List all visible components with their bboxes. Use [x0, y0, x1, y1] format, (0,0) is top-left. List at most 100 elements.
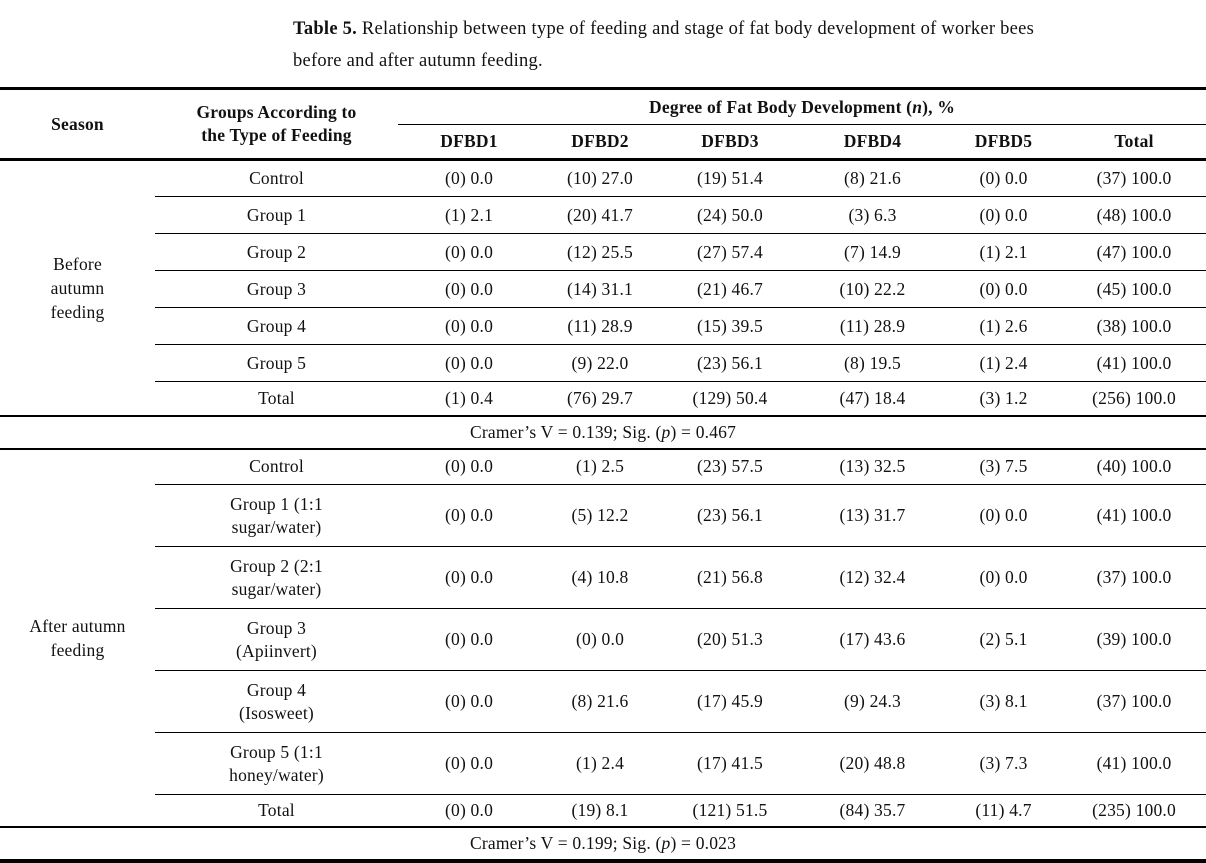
data-cell: (9) 24.3 — [800, 670, 945, 733]
data-cell: (0) 0.0 — [945, 546, 1062, 609]
season-cell-after: After autumn feeding — [29, 615, 126, 660]
data-cell: (41) 100.0 — [1062, 344, 1206, 382]
data-cell: (23) 56.1 — [660, 344, 800, 382]
data-cell: (121) 51.5 — [692, 799, 768, 820]
group-cell: Control — [155, 159, 398, 197]
data-cell: (0) 0.0 — [398, 608, 540, 671]
data-cell: (0) 0.0 — [398, 307, 540, 345]
degree-suffix: ), % — [922, 96, 956, 117]
data-cell: (7) 14.9 — [800, 233, 945, 271]
data-cell: (40) 100.0 — [1062, 448, 1206, 485]
data-cell: (1) 0.4 — [444, 387, 494, 408]
data-cell: (5) 12.2 — [540, 484, 660, 547]
data-cell: (37) 100.0 — [1062, 546, 1206, 609]
data-cell: (2) 5.1 — [945, 608, 1062, 671]
stat-row-before: Cramer’s V = 0.139; Sig. (p) = 0.467 — [0, 414, 1206, 450]
data-cell: (23) 57.5 — [660, 448, 800, 485]
data-cell: (1) 2.6 — [945, 307, 1062, 345]
caption-line1: Relationship between type of feeding and… — [361, 19, 1035, 39]
table-row: Group 4 (Isosweet) (0) 0.0 (8) 21.6 (17) … — [0, 670, 1206, 733]
data-cell: (41) 100.0 — [1062, 484, 1206, 547]
data-cell: (9) 22.0 — [540, 344, 660, 382]
data-cell: (10) 27.0 — [540, 159, 660, 197]
data-cell: (37) 100.0 — [1062, 159, 1206, 197]
data-cell: (1) 2.5 — [540, 448, 660, 485]
data-cell: (47) 18.4 — [839, 387, 906, 408]
header-dfbd3: DFBD3 — [660, 124, 800, 161]
data-cell: (0) 0.0 — [398, 670, 540, 733]
data-cell: (84) 35.7 — [839, 799, 906, 820]
stat-prefix: Cramer’s V = 0.139; Sig. ( — [469, 421, 662, 442]
data-cell: (0) 0.0 — [945, 196, 1062, 234]
data-cell: (0) 0.0 — [398, 546, 540, 609]
data-cell: (19) 8.1 — [571, 799, 629, 820]
data-cell: (0) 0.0 — [945, 270, 1062, 308]
data-cell: (21) 56.8 — [660, 546, 800, 609]
stat-p-italic: p — [661, 421, 671, 442]
data-cell: (11) 28.9 — [800, 307, 945, 345]
table-row: Group 1 (1) 2.1 (20) 41.7 (24) 50.0 (3) … — [0, 196, 1206, 234]
data-cell: (129) 50.4 — [692, 387, 768, 408]
header-row-1: Season Groups According to the Type of Fe… — [0, 88, 1206, 161]
data-cell: (8) 21.6 — [800, 159, 945, 197]
data-cell: (10) 22.2 — [800, 270, 945, 308]
data-cell: (1) 2.4 — [945, 344, 1062, 382]
data-cell: (3) 7.3 — [945, 732, 1062, 795]
group-cell: Group 5 (1:1 honey/water) — [155, 732, 398, 795]
data-cell: (11) 28.9 — [540, 307, 660, 345]
data-cell: (0) 0.0 — [945, 159, 1062, 197]
data-cell: (1) 2.4 — [540, 732, 660, 795]
stat-prefix: Cramer’s V = 0.199; Sig. ( — [469, 832, 662, 853]
data-cell: (3) 8.1 — [945, 670, 1062, 733]
stat-suffix: ) = 0.467 — [670, 421, 737, 442]
data-cell: (0) 0.0 — [945, 484, 1062, 547]
table-row-total: Total (1) 0.4 (76) 29.7 (129) 50.4 (47) … — [0, 382, 1206, 416]
data-cell: (45) 100.0 — [1062, 270, 1206, 308]
data-cell: (27) 57.4 — [660, 233, 800, 271]
data-cell: (48) 100.0 — [1062, 196, 1206, 234]
data-cell: (0) 0.0 — [398, 344, 540, 382]
data-cell: (12) 25.5 — [540, 233, 660, 271]
cramer-stat-before: Cramer’s V = 0.139; Sig. (p) = 0.467 — [0, 414, 1206, 450]
header-total: Total — [1062, 124, 1206, 161]
group-cell: Group 4 — [155, 307, 398, 345]
group-cell: Group 2 — [155, 233, 398, 271]
table-row: Group 1 (1:1 sugar/water) (0) 0.0 (5) 12.… — [0, 484, 1206, 547]
data-cell: (0) 0.0 — [398, 484, 540, 547]
data-cell: (17) 43.6 — [800, 608, 945, 671]
data-cell: (20) 51.3 — [660, 608, 800, 671]
table-row: Group 2 (2:1 sugar/water) (0) 0.0 (4) 10.… — [0, 546, 1206, 609]
table-row: Group 3 (0) 0.0 (14) 31.1 (21) 46.7 (10)… — [0, 270, 1206, 308]
table-row: Group 2 (0) 0.0 (12) 25.5 (27) 57.4 (7) … — [0, 233, 1206, 271]
header-season: Season — [0, 88, 155, 161]
table-row: Group 3 (Apiinvert) (0) 0.0 (0) 0.0 (20) … — [0, 608, 1206, 671]
group-cell: Group 3 — [155, 270, 398, 308]
data-cell: (1) 2.1 — [945, 233, 1062, 271]
data-cell: (0) 0.0 — [540, 608, 660, 671]
stat-suffix: ) = 0.023 — [670, 832, 737, 853]
group-cell: Control — [155, 448, 398, 485]
data-cell: (41) 100.0 — [1062, 732, 1206, 795]
table-row: Group 4 (0) 0.0 (11) 28.9 (15) 39.5 (11)… — [0, 307, 1206, 345]
header-dfbd2: DFBD2 — [540, 124, 660, 161]
data-cell: (14) 31.1 — [540, 270, 660, 308]
header-degree: Degree of Fat Body Development (n), % — [398, 88, 1206, 125]
data-cell: (0) 0.0 — [398, 159, 540, 197]
group-cell: Group 5 — [155, 344, 398, 382]
header-groups: Groups According to the Type of Feeding — [155, 88, 398, 161]
group-cell: Group 3 (Apiinvert) — [155, 608, 398, 671]
degree-prefix: Degree of Fat Body Development ( — [649, 96, 913, 117]
group-cell: Group 4 (Isosweet) — [155, 670, 398, 733]
group-cell: Group 1 (1:1 sugar/water) — [155, 484, 398, 547]
data-cell: (24) 50.0 — [660, 196, 800, 234]
data-cell: (235) 100.0 — [1092, 799, 1176, 820]
data-cell: (4) 10.8 — [540, 546, 660, 609]
table-caption: Table 5. Relationship between type of fe… — [293, 13, 1206, 77]
data-cell: (0) 0.0 — [398, 732, 540, 795]
data-cell: (1) 2.1 — [398, 196, 540, 234]
data-cell: (20) 48.8 — [800, 732, 945, 795]
group-cell: Group 1 — [155, 196, 398, 234]
data-cell: (17) 41.5 — [660, 732, 800, 795]
data-cell: (3) 1.2 — [979, 387, 1028, 408]
